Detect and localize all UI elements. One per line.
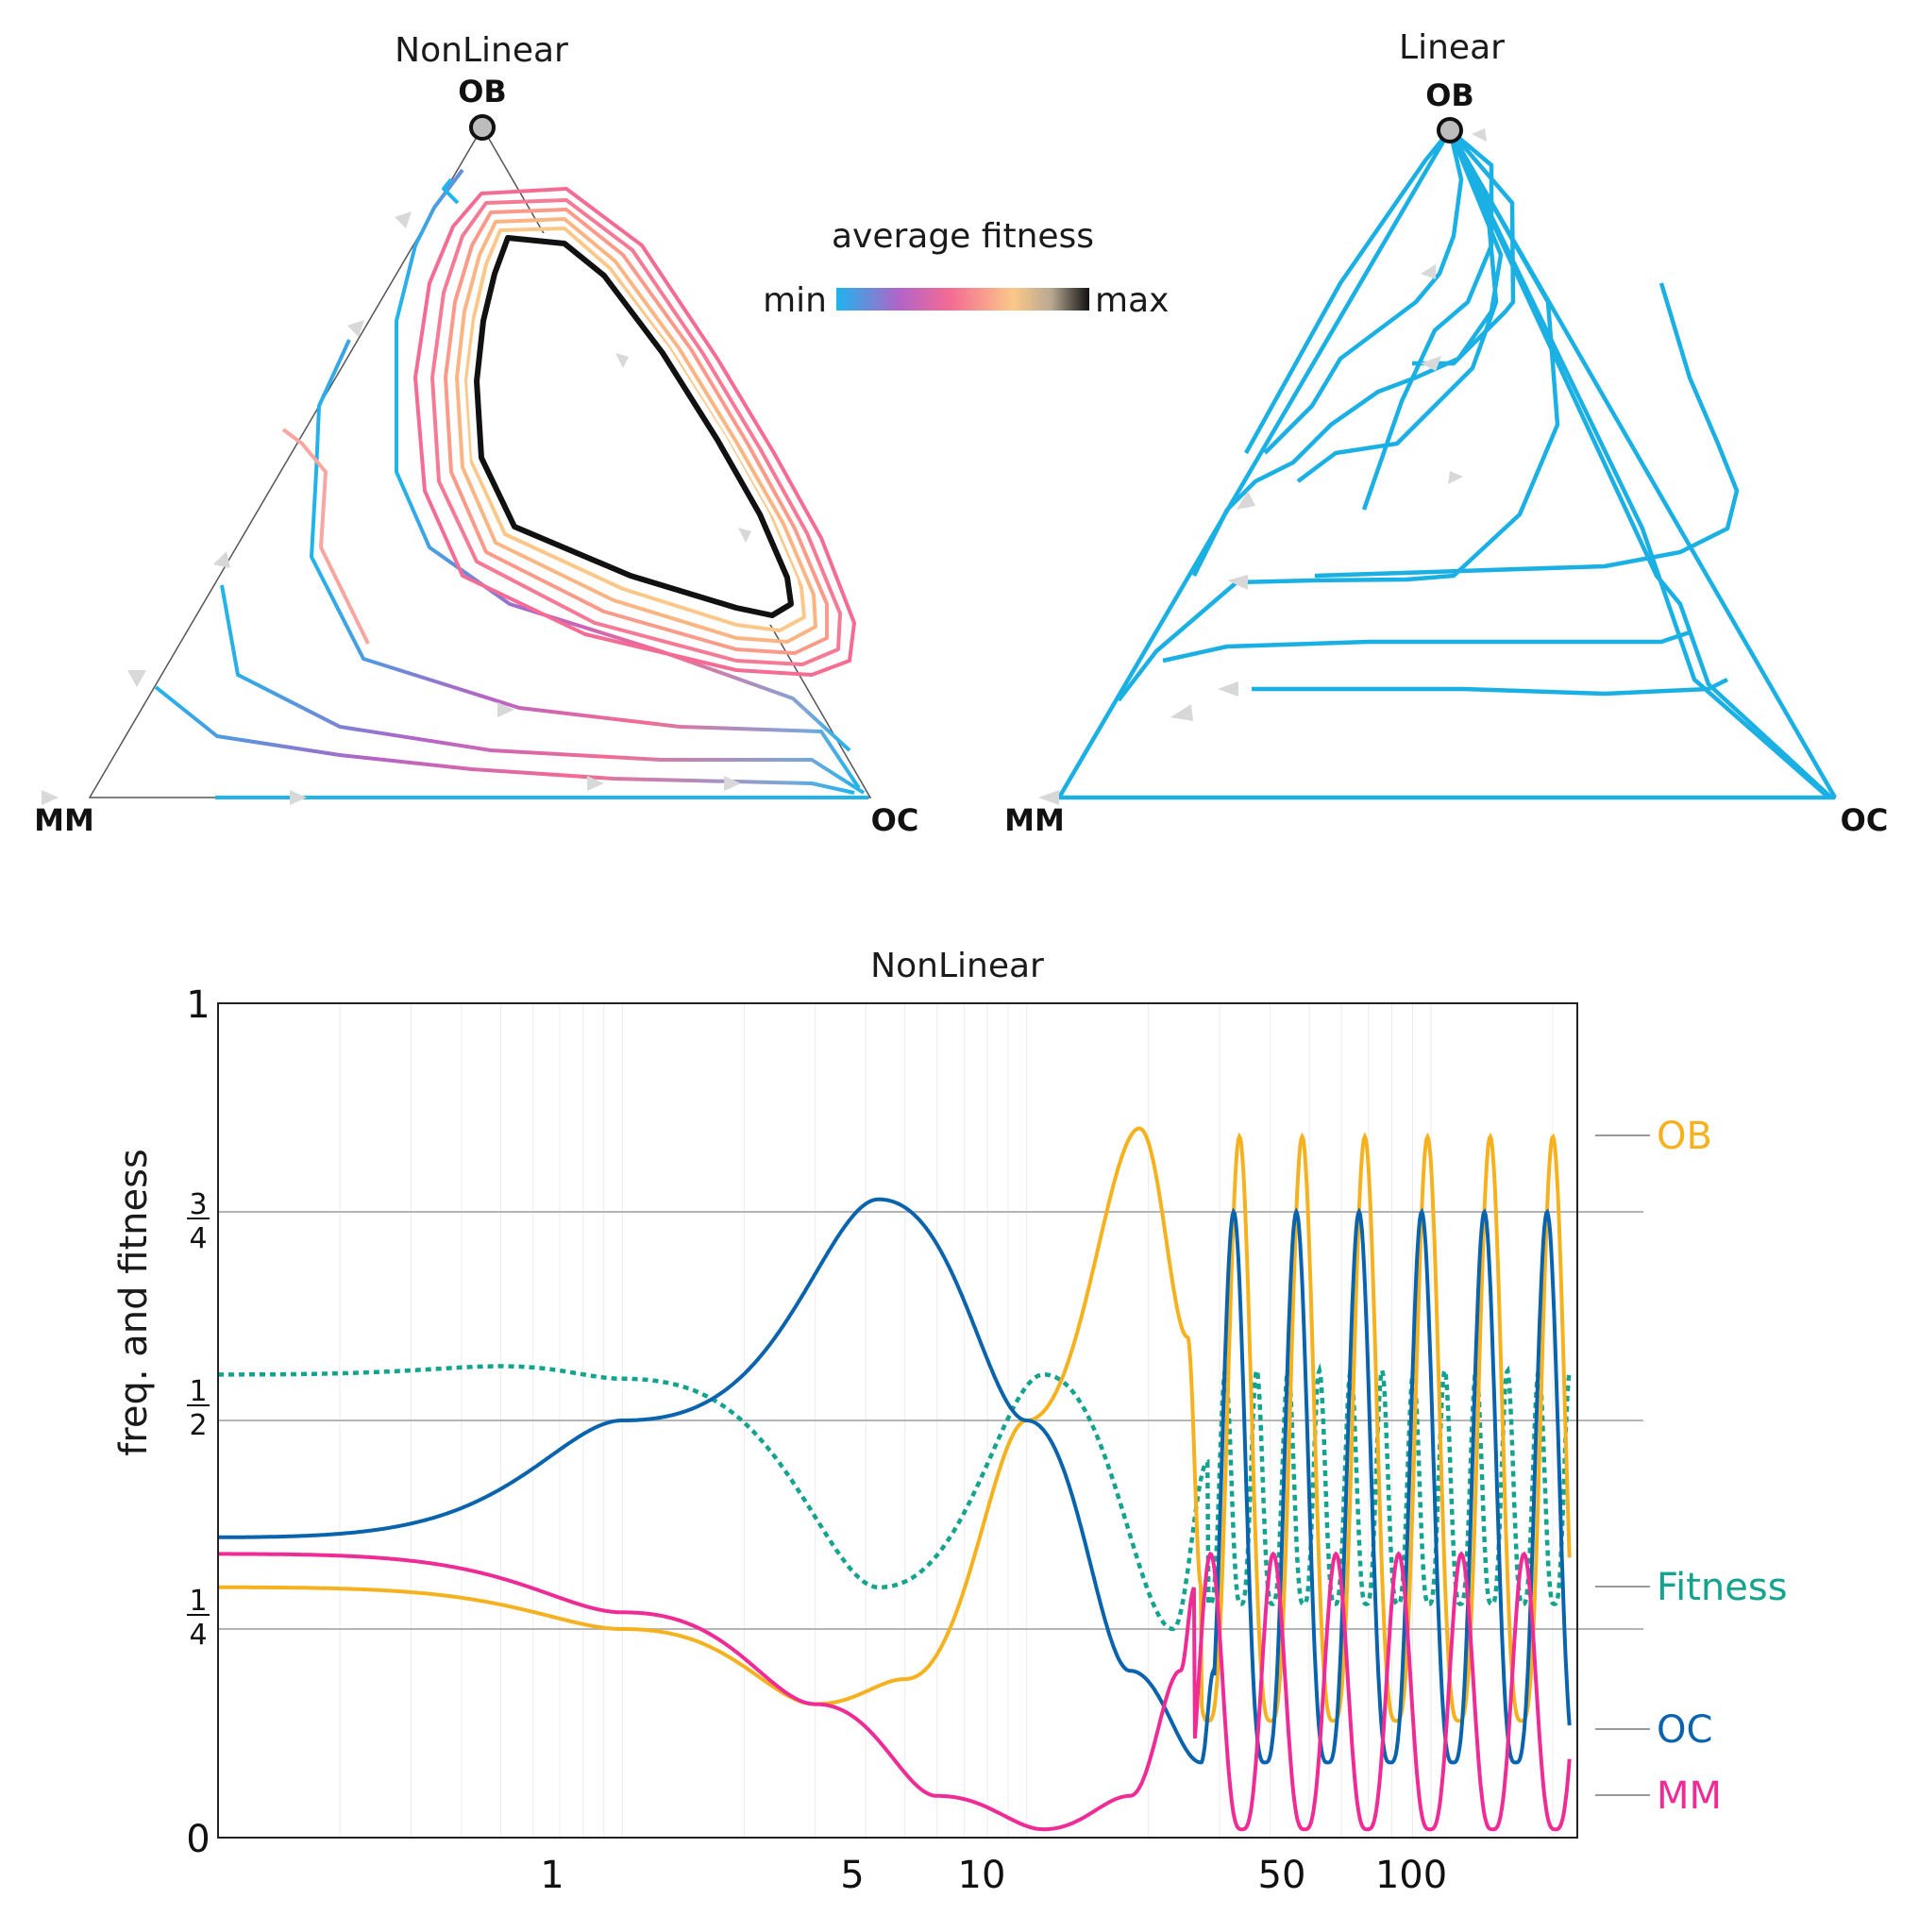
direction-arrow bbox=[1038, 790, 1059, 805]
direction-arrow bbox=[42, 790, 59, 805]
fitness-colorbar: average fitness min max bbox=[763, 217, 1169, 320]
direction-arrow bbox=[1448, 471, 1463, 484]
legend-ob: OB bbox=[1657, 1115, 1712, 1158]
trajectory bbox=[455, 217, 817, 644]
trajectory bbox=[467, 233, 801, 626]
direction-arrow bbox=[615, 353, 629, 368]
legend-fitness: Fitness bbox=[1657, 1566, 1788, 1609]
trajectory bbox=[413, 187, 856, 677]
colorbar-title: average fitness bbox=[832, 217, 1094, 256]
trajectory bbox=[1057, 128, 1452, 799]
linear-simplex: Linear bbox=[1004, 28, 1888, 838]
y-axis-label: freq. and fitness bbox=[112, 1149, 156, 1456]
linear-simplex-title: Linear bbox=[1399, 28, 1505, 67]
equilibrium-marker bbox=[469, 114, 496, 141]
vertex-label-ob: OB bbox=[1425, 77, 1474, 113]
trajectory bbox=[395, 168, 851, 752]
colorbar-max-label: max bbox=[1095, 281, 1169, 320]
x-tick-10: 10 bbox=[958, 1854, 1006, 1897]
nonlinear-simplex: NonLinear bbox=[34, 31, 918, 838]
vertex-label-oc: OC bbox=[871, 802, 919, 838]
colorbar-gradient bbox=[836, 288, 1089, 311]
trajectory bbox=[464, 227, 806, 632]
series-ob bbox=[218, 1126, 1572, 1723]
series-fitness bbox=[218, 1362, 1572, 1632]
frac-den: 2 bbox=[189, 1409, 207, 1442]
x-tick-100: 100 bbox=[1375, 1854, 1447, 1897]
limit-cycle bbox=[474, 235, 794, 618]
trajectory bbox=[1447, 129, 1833, 799]
trajectory bbox=[1263, 129, 1464, 455]
trajectory bbox=[220, 584, 866, 795]
vertex-label-ob: OB bbox=[458, 74, 507, 109]
nonlinear-timeseries: NonLinear freq. and fitness 0 1 3 4 1 2 … bbox=[112, 947, 1788, 1897]
series-oc bbox=[218, 1197, 1572, 1765]
y-tick-1-2: 1 2 bbox=[187, 1375, 210, 1442]
trajectory bbox=[1244, 128, 1452, 455]
x-tick-5: 5 bbox=[840, 1854, 864, 1897]
series-lines bbox=[218, 1126, 1572, 1832]
direction-arrow bbox=[738, 528, 751, 543]
trajectory bbox=[1296, 128, 1499, 483]
trajectory bbox=[1361, 128, 1494, 511]
trajectory bbox=[1252, 677, 1729, 697]
y-tick-3-4: 3 4 bbox=[187, 1188, 210, 1255]
series-mm bbox=[218, 1551, 1572, 1832]
direction-arrow bbox=[1218, 681, 1238, 697]
trajectory bbox=[430, 198, 842, 666]
x-tick-50: 50 bbox=[1258, 1854, 1306, 1897]
trajectory bbox=[1314, 282, 1740, 579]
direction-arrows bbox=[1038, 128, 1487, 805]
direction-arrow bbox=[587, 776, 604, 791]
trajectory bbox=[154, 685, 855, 795]
direction-arrow bbox=[347, 320, 364, 337]
plot-frame bbox=[217, 1002, 1578, 1839]
vertex-label-oc: OC bbox=[1841, 802, 1889, 838]
linear-trajectories bbox=[1057, 128, 1837, 800]
y-tick-0: 0 bbox=[186, 1818, 210, 1861]
direction-arrow bbox=[1421, 356, 1441, 371]
direction-arrow bbox=[1472, 128, 1487, 142]
y-tick-1: 1 bbox=[186, 983, 210, 1027]
vertex-label-mm: MM bbox=[1004, 802, 1065, 838]
timeseries-title: NonLinear bbox=[870, 947, 1044, 985]
direction-arrows bbox=[42, 211, 751, 805]
horizontal-gridlines bbox=[218, 1211, 1643, 1630]
direction-arrow bbox=[1421, 264, 1436, 279]
frac-den: 4 bbox=[189, 1619, 207, 1652]
simplex-outline bbox=[1057, 128, 1837, 798]
trajectory bbox=[1412, 128, 1516, 366]
nonlinear-simplex-title: NonLinear bbox=[395, 31, 568, 70]
direction-arrow bbox=[127, 670, 146, 687]
direction-arrow bbox=[1227, 575, 1248, 590]
trajectory bbox=[281, 428, 370, 645]
direction-arrow bbox=[497, 702, 514, 717]
trajectory bbox=[1117, 128, 1560, 702]
nonlinear-trajectories bbox=[154, 168, 868, 799]
equilibrium-marker bbox=[1437, 117, 1463, 143]
trajectory bbox=[310, 339, 861, 790]
x-tick-1: 1 bbox=[540, 1854, 564, 1897]
y-tick-1-4: 1 4 bbox=[187, 1585, 210, 1652]
trajectory bbox=[444, 208, 829, 655]
trajectory bbox=[1162, 630, 1691, 664]
direction-arrow bbox=[290, 790, 307, 805]
direction-arrow bbox=[1237, 491, 1255, 510]
frac-num: 3 bbox=[189, 1188, 207, 1221]
legend-mm: MM bbox=[1657, 1774, 1722, 1818]
direction-arrow bbox=[395, 211, 412, 228]
direction-arrow bbox=[213, 551, 230, 568]
trajectory bbox=[1447, 129, 1828, 798]
direction-arrow bbox=[724, 776, 741, 791]
vertex-label-mm: MM bbox=[34, 802, 94, 838]
frac-den: 4 bbox=[189, 1222, 207, 1255]
direction-arrow bbox=[1170, 704, 1193, 721]
colorbar-min-label: min bbox=[763, 281, 827, 320]
legend: OB Fitness OC MM bbox=[1595, 1115, 1788, 1818]
trajectory bbox=[442, 177, 460, 205]
frac-num: 1 bbox=[189, 1375, 207, 1408]
legend-oc: OC bbox=[1657, 1708, 1712, 1752]
frac-num: 1 bbox=[189, 1585, 207, 1618]
